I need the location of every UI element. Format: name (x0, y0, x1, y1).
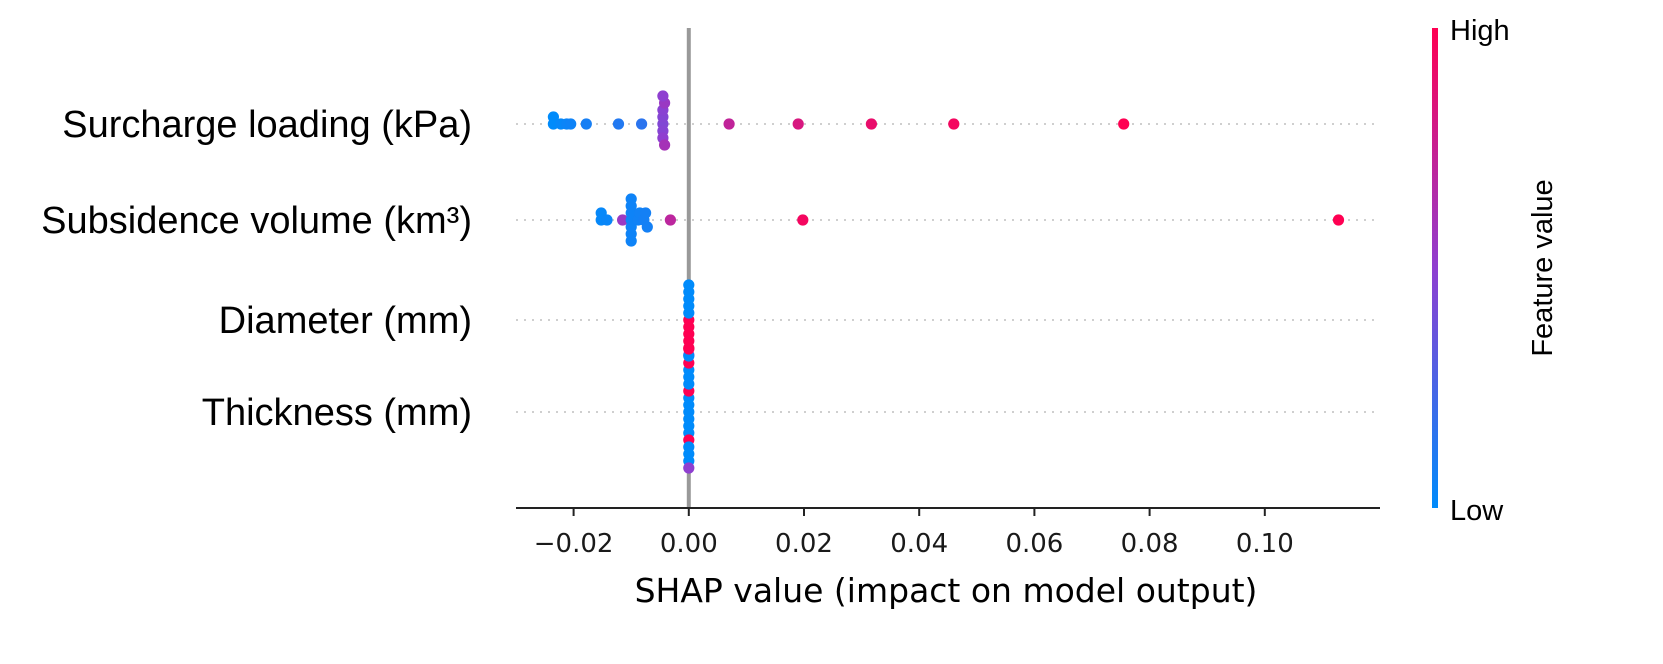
feature-label: Subsidence volume (km³) (41, 200, 472, 242)
shap-point (625, 193, 637, 205)
shap-point (792, 118, 804, 130)
shap-point (683, 462, 695, 474)
x-tick-label: −0.02 (534, 529, 614, 559)
shap-point (640, 207, 652, 219)
feature-label: Thickness (mm) (202, 392, 472, 434)
colorbar-low-label: Low (1450, 495, 1504, 527)
shap-point (580, 118, 592, 130)
shap-point (1118, 118, 1130, 130)
shap-point (683, 343, 695, 355)
shap-point (948, 118, 960, 130)
shap-point (565, 118, 577, 130)
x-tick-label: 0.10 (1236, 529, 1294, 559)
shap-point (1332, 214, 1345, 226)
shap-point (865, 118, 878, 130)
feature-labels: Surcharge loading (kPa) Subsidence volume… (41, 104, 472, 434)
colorbar: High Low Feature value (1432, 15, 1559, 527)
shap-point (659, 139, 671, 151)
shap-point (636, 118, 648, 130)
x-axis-title: SHAP value (impact on model output) (635, 571, 1258, 610)
shap-point (683, 279, 695, 291)
shap-point (797, 214, 809, 226)
shap-point (625, 235, 637, 247)
x-tick-label: 0.02 (775, 529, 833, 559)
colorbar-gradient (1432, 28, 1438, 508)
x-tick-label: 0.00 (660, 529, 718, 559)
x-tick-label: 0.04 (890, 529, 948, 559)
gridlines (516, 123, 1380, 413)
x-axis: −0.02 0.00 0.02 0.04 0.06 0.08 0.10 (516, 507, 1380, 559)
shap-point (547, 111, 560, 123)
colorbar-high-label: High (1450, 15, 1510, 47)
shap-point (723, 118, 735, 130)
colorbar-title: Feature value (1527, 179, 1559, 356)
x-tick-label: 0.06 (1005, 529, 1063, 559)
feature-label: Surcharge loading (kPa) (62, 104, 472, 146)
shap-point (657, 90, 669, 102)
shap-point (617, 214, 629, 226)
shap-point (601, 214, 613, 226)
x-tick-label: 0.08 (1121, 529, 1179, 559)
shap-point (664, 214, 677, 226)
feature-label: Diameter (mm) (219, 300, 472, 342)
shap-point (641, 221, 653, 233)
data-points (547, 90, 1345, 474)
shap-point (612, 118, 625, 130)
